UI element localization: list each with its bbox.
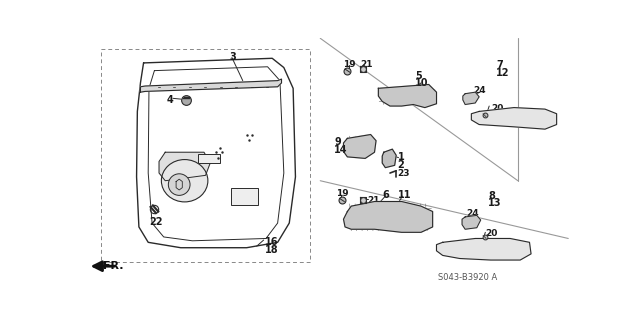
Text: 1: 1	[397, 152, 404, 162]
Text: 2: 2	[397, 160, 404, 170]
Text: 20: 20	[485, 229, 498, 238]
Bar	[101, 49, 310, 262]
Text: FR.: FR.	[103, 261, 124, 271]
Polygon shape	[462, 215, 481, 229]
Text: 18: 18	[264, 245, 278, 255]
Text: 10: 10	[415, 78, 428, 88]
Bar	[231, 189, 259, 205]
Text: 24: 24	[466, 209, 479, 218]
Text: S043-B3920 A: S043-B3920 A	[438, 273, 497, 282]
Text: 3: 3	[230, 52, 236, 62]
Polygon shape	[463, 92, 479, 105]
Text: 21: 21	[367, 196, 380, 205]
Text: 6: 6	[382, 190, 389, 200]
Text: 22: 22	[149, 217, 163, 227]
Text: 16: 16	[264, 237, 278, 247]
Text: 24: 24	[474, 86, 486, 95]
Polygon shape	[382, 149, 396, 168]
Text: 19: 19	[344, 60, 356, 69]
Text: 7: 7	[496, 60, 503, 70]
Text: 4: 4	[167, 95, 173, 105]
Text: 19: 19	[336, 189, 348, 198]
Text: 12: 12	[496, 68, 509, 78]
Text: 23: 23	[397, 169, 410, 178]
Circle shape	[168, 174, 190, 195]
Ellipse shape	[161, 160, 208, 202]
Text: 14: 14	[334, 145, 348, 154]
Text: 9: 9	[334, 137, 341, 147]
Text: 5: 5	[415, 70, 422, 81]
Polygon shape	[140, 79, 282, 92]
Text: 11: 11	[397, 190, 412, 200]
Text: 20: 20	[491, 104, 503, 113]
Polygon shape	[344, 135, 376, 159]
Polygon shape	[159, 152, 210, 181]
Polygon shape	[472, 108, 557, 129]
Polygon shape	[378, 85, 436, 108]
Text: 21: 21	[360, 60, 373, 69]
Bar	[198, 154, 220, 163]
Polygon shape	[436, 239, 531, 260]
Text: 13: 13	[488, 198, 502, 208]
Polygon shape	[344, 202, 433, 232]
Text: 8: 8	[488, 191, 495, 201]
